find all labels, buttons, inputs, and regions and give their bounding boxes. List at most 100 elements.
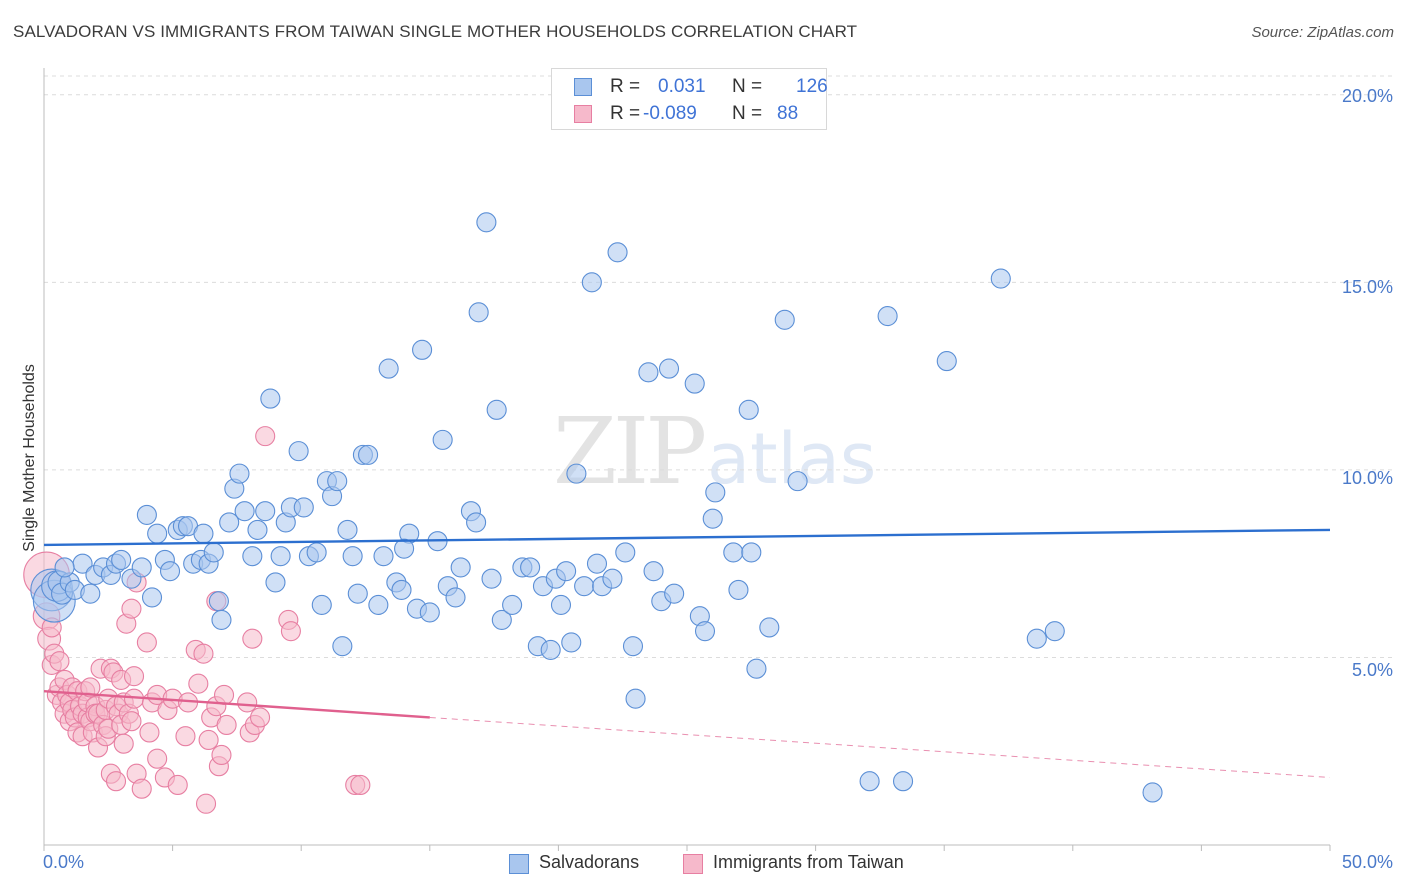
taiwan-point bbox=[49, 651, 70, 672]
salvadorans-trend-line bbox=[43, 528, 1331, 547]
salvadoran-point bbox=[723, 542, 744, 563]
salvadoran-point bbox=[306, 542, 327, 563]
x-tick-label-max: 50.0% bbox=[1341, 852, 1393, 872]
bottom-legend-label: Salvadorans bbox=[539, 852, 640, 872]
salvadoran-point bbox=[234, 501, 255, 522]
salvadoran-point bbox=[147, 523, 168, 544]
salvadoran-point bbox=[347, 583, 368, 604]
salvadoran-point bbox=[159, 561, 181, 582]
bottom-legend-swatch-salvadorans bbox=[509, 854, 529, 874]
legend-swatch-taiwan bbox=[574, 105, 592, 123]
salvadoran-point bbox=[622, 636, 644, 657]
source-label: Source: ZipAtlas.com bbox=[1251, 24, 1394, 41]
taiwan-point bbox=[280, 621, 301, 642]
salvadoran-point bbox=[581, 272, 602, 293]
y-tick-label: 10.0% bbox=[1341, 468, 1393, 488]
salvadoran-point bbox=[450, 557, 471, 578]
legend-r-label: R = bbox=[610, 76, 641, 97]
taiwan-point bbox=[188, 673, 209, 694]
taiwan-point bbox=[211, 744, 232, 766]
legend-r-value: -0.089 bbox=[643, 103, 697, 124]
taiwan-point bbox=[136, 632, 157, 653]
salvadoran-point bbox=[520, 557, 541, 578]
salvadoran-point bbox=[394, 538, 415, 559]
taiwan-point bbox=[131, 778, 152, 799]
salvadoran-point bbox=[219, 512, 240, 533]
legend-n-label: N = bbox=[732, 76, 763, 97]
salvadoran-point bbox=[141, 587, 163, 608]
salvadoran-point bbox=[229, 463, 250, 484]
salvadoran-point bbox=[702, 508, 723, 529]
salvadoran-point bbox=[787, 471, 808, 492]
axes bbox=[43, 68, 1331, 851]
salvadoran-point bbox=[368, 594, 389, 615]
salvadoran-point bbox=[358, 444, 379, 465]
salvadoran-point bbox=[638, 362, 659, 383]
taiwan-point bbox=[105, 771, 127, 792]
salvadoran-point bbox=[892, 771, 914, 792]
salvadoran-point bbox=[208, 591, 229, 612]
salvadoran-point bbox=[728, 579, 749, 600]
salvadoran-point bbox=[373, 546, 394, 567]
taiwan-point bbox=[237, 692, 258, 713]
trend-lines bbox=[43, 528, 1331, 778]
salvadoran-point bbox=[391, 579, 412, 600]
y-tick-label: 20.0% bbox=[1341, 86, 1393, 106]
salvadoran-point bbox=[445, 587, 466, 608]
taiwan-point bbox=[80, 677, 101, 698]
salvadoran-point bbox=[625, 688, 646, 709]
salvadoran-point bbox=[1142, 782, 1163, 803]
bottom-legend-label: Immigrants from Taiwan bbox=[713, 852, 904, 872]
taiwan-point bbox=[175, 726, 196, 747]
salvadoran-point bbox=[265, 572, 286, 593]
salvadoran-point bbox=[481, 568, 502, 589]
salvadoran-point bbox=[311, 594, 332, 615]
salvadoran-point bbox=[738, 399, 759, 420]
salvadoran-point bbox=[111, 549, 132, 570]
taiwan-point bbox=[139, 722, 160, 743]
salvadoran-point bbox=[193, 523, 214, 544]
salvadoran-point bbox=[432, 429, 453, 450]
x-tick-label-min: 0.0% bbox=[43, 852, 85, 872]
taiwan-point bbox=[216, 714, 237, 736]
y-tick-label: 15.0% bbox=[1341, 277, 1393, 297]
salvadoran-point bbox=[327, 471, 348, 492]
salvadoran-point bbox=[607, 242, 628, 263]
salvadoran-point bbox=[746, 658, 767, 679]
salvadoran-point bbox=[136, 504, 157, 525]
salvadoran-point bbox=[293, 497, 314, 518]
salvadoran-point bbox=[260, 388, 281, 409]
salvadoran-point bbox=[466, 512, 487, 533]
taiwan-point bbox=[249, 707, 271, 728]
salvadoran-point bbox=[486, 399, 507, 420]
salvadoran-point bbox=[694, 621, 716, 642]
grid-lines bbox=[44, 75, 1394, 658]
salvadoran-point bbox=[556, 561, 577, 582]
salvadoran-point bbox=[412, 339, 433, 360]
taiwan-point bbox=[123, 666, 145, 687]
taiwan-point bbox=[121, 598, 142, 619]
taiwan-point bbox=[147, 748, 168, 769]
taiwan-trend-line bbox=[43, 690, 430, 719]
salvadoran-point bbox=[602, 568, 623, 589]
salvadoran-points bbox=[30, 212, 1163, 803]
salvadoran-point bbox=[255, 501, 276, 522]
taiwan-trend-extension bbox=[429, 716, 1331, 778]
taiwan-point bbox=[193, 643, 214, 664]
legend-n-value: 88 bbox=[777, 103, 799, 124]
salvadoran-point bbox=[131, 557, 152, 578]
salvadoran-point bbox=[540, 639, 561, 660]
salvadoran-point bbox=[859, 771, 880, 792]
salvadoran-point bbox=[270, 546, 291, 567]
taiwan-point bbox=[242, 628, 263, 649]
salvadoran-point bbox=[1026, 628, 1047, 649]
salvadoran-point bbox=[288, 441, 309, 462]
taiwan-point bbox=[167, 774, 188, 796]
chart-title: SALVADORAN VS IMMIGRANTS FROM TAIWAN SIN… bbox=[13, 22, 858, 41]
salvadoran-point bbox=[247, 519, 268, 540]
salvadoran-point bbox=[378, 358, 399, 379]
legend-n-label: N = bbox=[732, 103, 763, 124]
salvadoran-point bbox=[705, 482, 726, 503]
salvadoran-point bbox=[337, 519, 358, 540]
